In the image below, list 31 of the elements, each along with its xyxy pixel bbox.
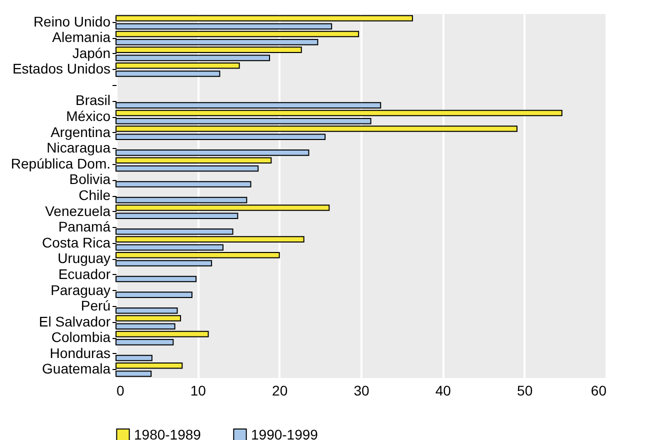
y-tick-label: Uruguay xyxy=(58,250,110,266)
y-tick-label: El Salvador xyxy=(38,313,111,330)
y-tick-label: Panamá xyxy=(58,218,111,235)
y-tick-label: Ecuador xyxy=(58,266,111,282)
y-tick-label: Costa Rica xyxy=(42,234,111,250)
y-tick-label: Estados Unidos xyxy=(12,60,110,77)
x-tick-label: 40 xyxy=(435,382,452,398)
y-tick-label: Paraguay xyxy=(50,282,110,298)
y-tick-label: Chile xyxy=(78,187,111,203)
y-tick-label: Bolivia xyxy=(69,171,111,188)
y-tick-label: Argentina xyxy=(50,124,111,140)
y-tick-label: Alemania xyxy=(52,29,111,46)
legend-label: 1990-1999 xyxy=(251,426,318,440)
x-tick-label: 30 xyxy=(354,382,370,398)
x-tick-label: 50 xyxy=(517,382,533,398)
y-tick-label: Honduras xyxy=(50,344,110,361)
legend-label: 1980-1989 xyxy=(134,426,202,440)
y-tick-label: Japón xyxy=(72,44,110,61)
y-tick-label: Brasil xyxy=(75,92,110,108)
x-tick-label: 10 xyxy=(190,382,206,398)
x-tick-label: 0 xyxy=(116,382,124,398)
y-tick-label: Guatemala xyxy=(42,360,111,377)
y-tick-label: Perú xyxy=(80,298,110,314)
y-tick-label: Nicaragua xyxy=(46,140,111,156)
y-tick-label: México xyxy=(66,108,111,124)
y-tick-label: Venezuela xyxy=(45,202,111,219)
x-tick-label: 60 xyxy=(590,382,607,398)
x-tick-label: 20 xyxy=(272,382,288,398)
y-tick-label: República Dom. xyxy=(10,155,110,172)
y-tick-label: Colombia xyxy=(51,329,111,346)
y-tick-label: Reino Unido xyxy=(33,13,111,30)
